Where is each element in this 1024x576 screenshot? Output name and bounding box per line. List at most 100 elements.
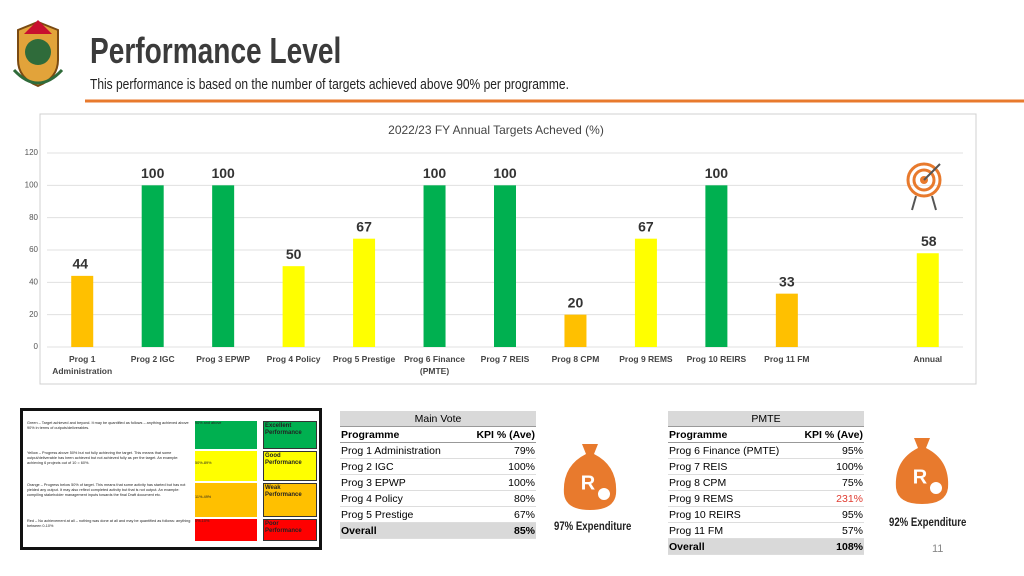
value-label: 44 <box>72 256 88 272</box>
x-tick-label: Annual <box>913 354 943 364</box>
legend-description: Red – No achievement at all – nothing wa… <box>27 519 191 528</box>
money-bag-icon: R <box>563 444 617 510</box>
bar <box>353 238 376 347</box>
cell: Prog 6 Finance (PMTE) <box>668 442 796 459</box>
x-tick-label: Prog 6 Finance (PMTE) <box>404 354 465 376</box>
x-tick-label: Prog 1 Administration <box>52 354 113 376</box>
legend-range: 90% and above <box>195 421 257 449</box>
target-icon <box>906 162 942 211</box>
x-tick-label: Prog 2 IGC <box>130 354 175 364</box>
y-tick-label: 0 <box>34 342 39 351</box>
value-label: 100 <box>211 165 235 181</box>
value-label: 100 <box>423 165 447 181</box>
legend-description: Green – Target achieved and beyond. It m… <box>27 421 189 430</box>
cell: Prog 1 Administration <box>340 442 463 459</box>
column-header: KPI % (Ave) <box>795 426 864 443</box>
cell: Prog 3 EPWP <box>340 474 463 491</box>
bar <box>423 185 446 347</box>
y-tick-label: 40 <box>29 277 38 286</box>
bar <box>916 253 939 347</box>
value-label: 100 <box>141 165 165 181</box>
bar <box>564 314 587 347</box>
page-title: Performance Level <box>90 30 342 71</box>
legend-range: 11%-49% <box>195 483 257 517</box>
cell: 108% <box>795 538 864 555</box>
cell: 79% <box>462 442 536 459</box>
svg-text:R: R <box>581 472 596 494</box>
cell: Prog 9 REMS <box>668 490 796 507</box>
cell: Prog 2 IGC <box>340 458 463 475</box>
legend-description: Orange – Progress below 50% of target. T… <box>27 483 186 497</box>
cell: 85% <box>462 522 536 539</box>
page-number: 11 <box>932 543 944 555</box>
expenditure-label: 97% Expenditure <box>554 519 632 533</box>
value-label: 58 <box>921 233 937 249</box>
y-tick-label: 80 <box>29 213 38 222</box>
x-tick-label: Prog 11 FM <box>764 354 810 364</box>
cell: 231% <box>795 490 864 507</box>
legend-label: Good Performance <box>263 451 317 481</box>
bar <box>71 275 94 347</box>
cell: Prog 8 CPM <box>668 474 796 491</box>
bar <box>141 185 164 347</box>
legend-label: Weak Performance <box>263 483 317 517</box>
bar <box>282 266 305 347</box>
cell: 75% <box>795 474 864 491</box>
cell: Overall <box>668 538 796 555</box>
legend-range: 0%-10% <box>195 519 257 541</box>
cell: Prog 4 Policy <box>340 490 463 507</box>
value-label: 33 <box>779 273 795 289</box>
legend-range: 50%-89% <box>195 451 257 481</box>
column-header: Programme <box>668 426 796 443</box>
page-subtitle: This performance is based on the number … <box>90 76 569 93</box>
emblem <box>12 20 64 88</box>
column-header: Programme <box>340 426 463 443</box>
x-tick-label: Prog 10 REIRS <box>686 354 747 364</box>
value-label: 50 <box>286 246 302 262</box>
cell: 100% <box>462 458 536 475</box>
column-header: KPI % (Ave) <box>462 426 536 443</box>
table-title: PMTE <box>668 411 864 427</box>
cell: Prog 5 Prestige <box>340 506 463 523</box>
y-tick-label: 100 <box>25 180 39 189</box>
value-label: 100 <box>705 165 729 181</box>
money-bag-icon: R <box>895 438 949 504</box>
cell: 100% <box>462 474 536 491</box>
cell: 95% <box>795 506 864 523</box>
legend-description: Yellow – Progress above 50% but not full… <box>27 451 179 465</box>
bar <box>705 185 728 347</box>
value-label: 67 <box>356 218 372 234</box>
table-title: Main Vote <box>340 411 536 427</box>
chart-title: 2022/23 FY Annual Targets Acheved (%) <box>388 123 604 137</box>
x-tick-label: Prog 7 REIS <box>480 354 530 364</box>
x-tick-label: Prog 5 Prestige <box>332 354 396 364</box>
x-tick-label: Prog 4 Policy <box>266 354 321 364</box>
value-label: 20 <box>568 294 584 310</box>
bar <box>634 238 657 347</box>
svg-text:R: R <box>913 466 928 488</box>
bar <box>494 185 516 347</box>
x-tick-label: Prog 3 EPWP <box>196 354 251 364</box>
cell: 95% <box>795 442 864 459</box>
cell: 57% <box>795 522 864 539</box>
legend-label: Excellent Performance <box>263 421 317 449</box>
value-label: 100 <box>493 165 517 181</box>
bar <box>775 293 798 347</box>
plot: 0 20 40 60 80 100 120 44 100 100 50 67 100 100 20 67 100… <box>25 148 963 351</box>
y-tick-label: 120 <box>25 148 39 157</box>
legend-box: Green – Target achieved and beyond. It m… <box>20 408 322 550</box>
cell: Prog 11 FM <box>668 522 796 539</box>
main-vote-table: Main Vote Programme KPI % (Ave) Prog 1 Ad… <box>340 411 536 539</box>
y-tick-label: 20 <box>29 310 38 319</box>
cell: Overall <box>340 522 463 539</box>
bar <box>212 185 235 347</box>
cell: Prog 10 REIRS <box>668 506 796 523</box>
y-tick-label: 60 <box>29 245 38 254</box>
cell: 80% <box>462 490 536 507</box>
pmte-table: PMTE Programme KPI % (Ave) Prog 6 Finance… <box>668 411 864 555</box>
legend-label: Poor Performance <box>263 519 317 541</box>
cell: Prog 7 REIS <box>668 458 796 475</box>
x-tick-label: Prog 9 REMS <box>619 354 673 364</box>
cell: 67% <box>462 506 536 523</box>
